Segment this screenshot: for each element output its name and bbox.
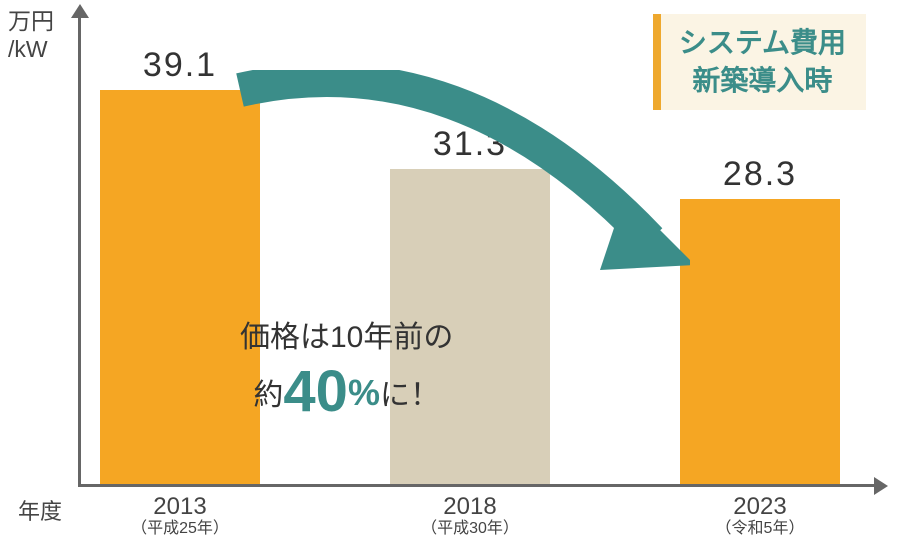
x-axis-title: 年度: [18, 494, 62, 526]
x-tick-era: （令和5年）: [716, 520, 805, 538]
insight-line2: 約40%に！: [240, 357, 453, 427]
x-tick-era: （平成25年）: [131, 520, 229, 538]
y-axis-line: [78, 14, 81, 486]
x-axis-arrowhead: [874, 477, 888, 495]
x-tick-era: （平成30年）: [421, 520, 519, 538]
legend-line1: システム費用: [679, 24, 846, 62]
bar-value-label-2023: 28.3: [723, 155, 797, 194]
x-tick-2018: 2018（平成30年）: [421, 494, 519, 538]
insight-line1: 価格は10年前の: [240, 318, 453, 357]
bar-2013: [100, 90, 260, 484]
legend-line2: 新築導入時: [679, 62, 846, 100]
bar-value-label-2013: 39.1: [143, 46, 217, 85]
bar-value-label-2018: 31.3: [433, 125, 507, 164]
insight-percent: %: [348, 372, 380, 413]
legend-box: システム費用 新築導入時: [653, 14, 866, 110]
insight-suffix: に！: [380, 379, 440, 412]
x-tick-year: 2023: [716, 494, 805, 520]
insight-text: 価格は10年前の 約40%に！: [240, 318, 453, 427]
cost-trend-chart: 万円 /kW 年度 39.1 2013（平成25年） 31.3 2018（平成30年）…: [0, 0, 902, 546]
bar-2023: [680, 199, 840, 484]
x-tick-2023: 2023（令和5年）: [716, 494, 805, 538]
y-axis-label: 万円 /kW: [8, 8, 54, 63]
insight-prefix: 約: [253, 379, 283, 412]
x-tick-year: 2018: [421, 494, 519, 520]
x-axis-line: [78, 484, 878, 487]
x-tick-year: 2013: [131, 494, 229, 520]
insight-big-number: 40: [283, 359, 348, 424]
x-tick-2013: 2013（平成25年）: [131, 494, 229, 538]
